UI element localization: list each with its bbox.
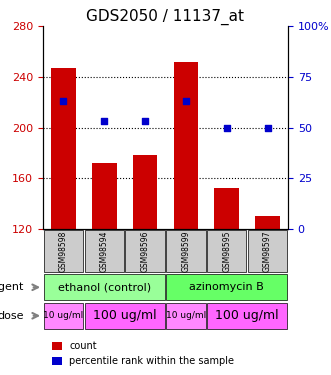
- Point: [224, 124, 229, 130]
- FancyBboxPatch shape: [166, 303, 206, 328]
- Text: GSM98594: GSM98594: [100, 230, 109, 272]
- Point: [102, 118, 107, 124]
- Legend: count, percentile rank within the sample: count, percentile rank within the sample: [48, 338, 238, 370]
- FancyBboxPatch shape: [44, 274, 165, 300]
- Text: GSM98597: GSM98597: [263, 230, 272, 272]
- FancyBboxPatch shape: [248, 230, 287, 272]
- Bar: [133, 155, 157, 229]
- Text: GSM98595: GSM98595: [222, 230, 231, 272]
- FancyBboxPatch shape: [44, 303, 83, 328]
- FancyBboxPatch shape: [166, 230, 206, 272]
- Bar: [214, 188, 239, 229]
- Text: GSM98599: GSM98599: [181, 230, 190, 272]
- FancyBboxPatch shape: [166, 274, 287, 300]
- Bar: [255, 216, 280, 229]
- Title: GDS2050 / 11137_at: GDS2050 / 11137_at: [86, 9, 245, 25]
- Text: 10 ug/ml: 10 ug/ml: [166, 311, 206, 320]
- Text: GSM98598: GSM98598: [59, 230, 68, 272]
- FancyBboxPatch shape: [85, 303, 165, 328]
- FancyBboxPatch shape: [207, 303, 287, 328]
- Point: [183, 98, 189, 104]
- Text: ethanol (control): ethanol (control): [58, 282, 151, 292]
- Text: azinomycin B: azinomycin B: [189, 282, 264, 292]
- Text: GSM98596: GSM98596: [141, 230, 150, 272]
- Point: [61, 98, 66, 104]
- Text: dose: dose: [0, 311, 24, 321]
- Point: [265, 124, 270, 130]
- Text: 100 ug/ml: 100 ug/ml: [93, 309, 157, 322]
- Text: 10 ug/ml: 10 ug/ml: [43, 311, 83, 320]
- Text: agent: agent: [0, 282, 24, 292]
- Bar: [51, 68, 76, 229]
- FancyBboxPatch shape: [207, 230, 246, 272]
- FancyBboxPatch shape: [44, 230, 83, 272]
- FancyBboxPatch shape: [125, 230, 165, 272]
- FancyBboxPatch shape: [85, 230, 124, 272]
- Point: [142, 118, 148, 124]
- Bar: [92, 163, 117, 229]
- Bar: [174, 62, 198, 229]
- Text: 100 ug/ml: 100 ug/ml: [215, 309, 279, 322]
